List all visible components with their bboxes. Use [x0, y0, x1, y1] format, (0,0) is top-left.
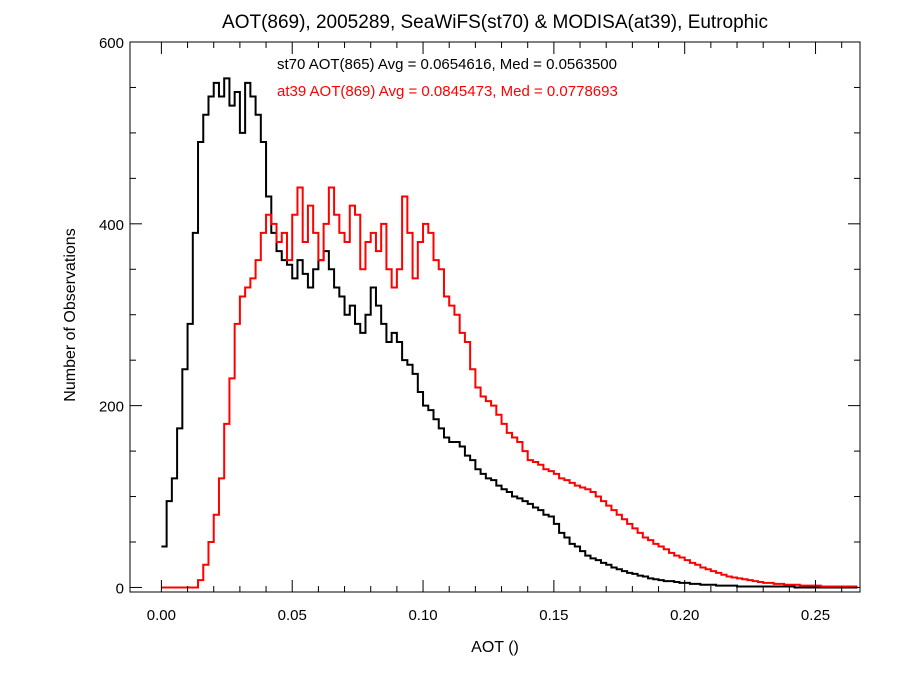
histogram-marks	[161, 77, 858, 589]
x-tick-label: 0.05	[278, 607, 307, 624]
series-line-st70	[161, 77, 858, 589]
x-tick-label: 0.20	[670, 607, 699, 624]
y-axis-label: Number of Observations	[62, 228, 79, 401]
x-axis-label: AOT ()	[471, 639, 519, 656]
series-annotation-at39: at39 AOT(869) Avg = 0.0845473, Med = 0.0…	[277, 83, 618, 100]
axes-group: 0.00 0.05 0.10 0.15 0.20 0.25 0 200 400 600	[99, 35, 861, 624]
y-tick-label: 600	[99, 35, 124, 52]
chart-title: AOT(869), 2005289, SeaWiFS(st70) & MODIS…	[222, 12, 768, 33]
series-line-at39	[161, 186, 858, 589]
plot-frame	[129, 41, 861, 593]
x-tick-label: 0.25	[801, 607, 830, 624]
y-tick-label: 200	[99, 399, 124, 416]
x-tick-label: 0.10	[408, 607, 437, 624]
y-tick-label: 400	[99, 217, 124, 234]
x-tick-label: 0.00	[147, 607, 176, 624]
x-tick-label: 0.15	[539, 607, 568, 624]
series-annotation-st70: st70 AOT(865) Avg = 0.0654616, Med = 0.0…	[277, 56, 617, 73]
y-tick-label: 0	[116, 580, 124, 597]
